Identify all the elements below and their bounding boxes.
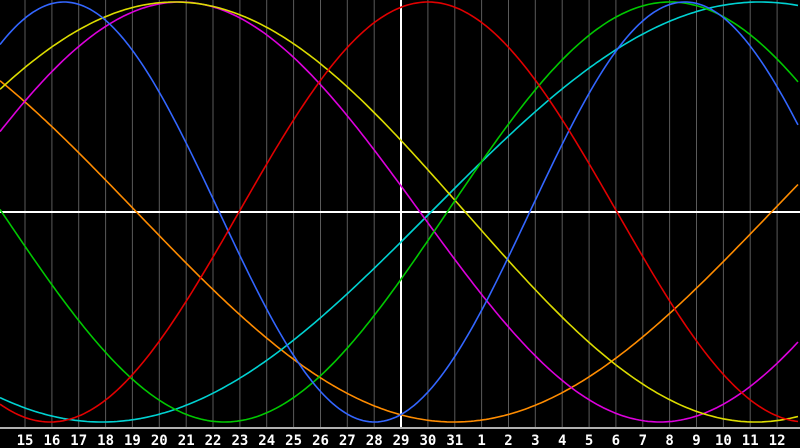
day-label-23: 23 — [231, 433, 248, 448]
day-label-15: 15 — [17, 433, 34, 448]
day-label-2: 2 — [504, 433, 512, 448]
day-label-19: 19 — [124, 433, 141, 448]
curve-green-cycle — [0, 1, 799, 423]
curve-orange-cycle — [0, 80, 799, 423]
day-label-26: 26 — [312, 433, 329, 448]
day-label-29: 29 — [393, 433, 410, 448]
day-label-11: 11 — [742, 433, 759, 448]
day-label-24: 24 — [258, 433, 275, 448]
day-label-22: 22 — [205, 433, 222, 448]
day-label-17: 17 — [70, 433, 87, 448]
day-label-4: 4 — [558, 433, 566, 448]
day-label-1: 1 — [477, 433, 485, 448]
cycle-curves — [0, 1, 799, 423]
curve-red-cycle — [0, 1, 799, 423]
day-label-7: 7 — [639, 433, 647, 448]
day-label-28: 28 — [366, 433, 383, 448]
day-label-3: 3 — [531, 433, 539, 448]
day-label-12: 12 — [769, 433, 786, 448]
day-label-10: 10 — [715, 433, 732, 448]
day-label-25: 25 — [285, 433, 302, 448]
day-label-8: 8 — [665, 433, 673, 448]
day-axis-labels: 15 16 17 18 19 20 21 22 23 24 25 26 27 28 29 30 31 1 2 3 4 5 6… — [17, 433, 786, 448]
day-label-16: 16 — [43, 433, 60, 448]
day-label-6: 6 — [612, 433, 620, 448]
curve-cyan-cycle — [0, 1, 799, 423]
day-label-18: 18 — [97, 433, 114, 448]
day-label-20: 20 — [151, 433, 168, 448]
curve-yellow-cycle — [0, 1, 799, 423]
curve-blue-cycle — [0, 1, 799, 423]
day-label-27: 27 — [339, 433, 356, 448]
curve-magenta-cycle — [0, 1, 799, 423]
day-label-31: 31 — [446, 433, 463, 448]
day-label-21: 21 — [178, 433, 195, 448]
day-label-5: 5 — [585, 433, 593, 448]
day-label-30: 30 — [419, 433, 436, 448]
day-label-9: 9 — [692, 433, 700, 448]
